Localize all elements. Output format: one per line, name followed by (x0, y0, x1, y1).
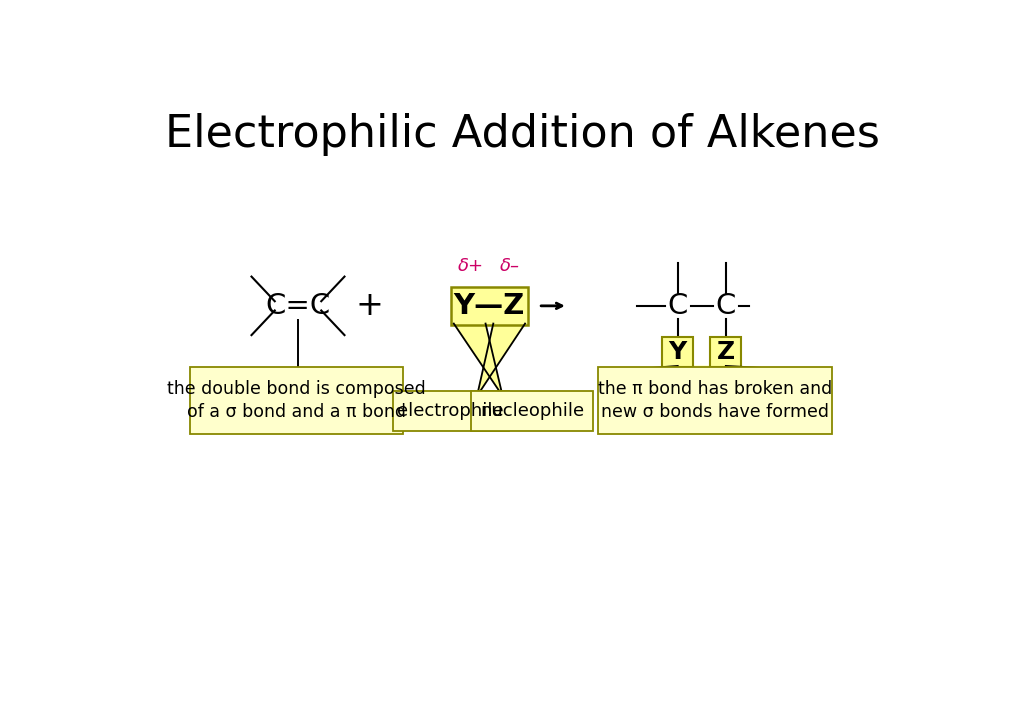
FancyBboxPatch shape (471, 392, 593, 431)
FancyBboxPatch shape (661, 337, 693, 367)
FancyBboxPatch shape (709, 337, 741, 367)
Text: C: C (666, 292, 687, 320)
Text: of a σ bond and a π bond: of a σ bond and a π bond (186, 403, 406, 421)
Text: nucleophile: nucleophile (480, 402, 584, 420)
Text: Z: Z (716, 340, 734, 364)
Polygon shape (608, 366, 820, 372)
Polygon shape (477, 323, 525, 396)
FancyBboxPatch shape (450, 287, 528, 325)
Text: δ–: δ– (499, 257, 519, 275)
Polygon shape (453, 323, 502, 396)
FancyBboxPatch shape (392, 392, 508, 431)
Text: Electrophilic Addition of Alkenes: Electrophilic Addition of Alkenes (165, 113, 879, 156)
Text: new σ bonds have formed: new σ bonds have formed (600, 403, 828, 421)
FancyBboxPatch shape (191, 366, 403, 434)
Text: C=C: C=C (265, 292, 330, 320)
Text: δ+: δ+ (458, 257, 483, 275)
Text: electrophile: electrophile (397, 402, 503, 420)
Text: C: C (715, 292, 736, 320)
Text: the π bond has broken and: the π bond has broken and (597, 380, 832, 398)
FancyBboxPatch shape (597, 366, 832, 434)
Text: the double bond is composed: the double bond is composed (167, 380, 425, 398)
Text: Y—Z: Y—Z (453, 292, 525, 320)
Text: Y: Y (668, 340, 686, 364)
Text: +: + (355, 289, 383, 323)
